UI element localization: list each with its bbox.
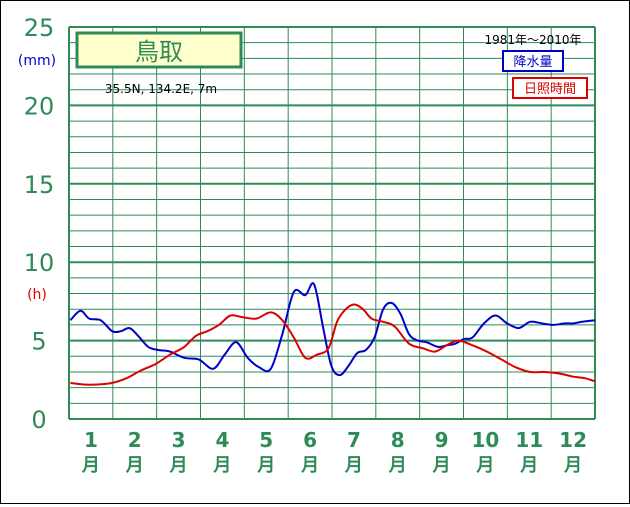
month-suffix-label: 月: [169, 455, 188, 476]
y-tick-label: 0: [31, 406, 46, 434]
month-number-label: 8: [391, 428, 405, 452]
month-number-label: 6: [303, 428, 317, 452]
station-box: [75, 31, 243, 69]
legend-sun: 日照時間: [524, 82, 576, 97]
grid: [68, 26, 596, 420]
month-suffix-label: 月: [519, 455, 538, 476]
month-number-label: 12: [559, 428, 587, 452]
sunshine-line: [70, 303, 596, 386]
month-suffix-label: 月: [475, 455, 494, 476]
month-suffix-label: 月: [300, 455, 319, 476]
y-tick-label: 10: [24, 249, 55, 277]
month-number-label: 10: [471, 428, 499, 452]
month-number-label: 1: [84, 428, 98, 452]
month-number-label: 11: [515, 428, 543, 452]
station-coords: 35.5N, 134.2E, 7m: [105, 82, 217, 96]
precipitation-line: [69, 282, 596, 377]
series-lines: [69, 282, 596, 386]
month-suffix-label: 月: [125, 455, 144, 476]
legend-precip-box: [502, 50, 564, 72]
month-suffix-label: 月: [432, 455, 451, 476]
month-suffix-label: 月: [256, 455, 275, 476]
month-number-label: 4: [215, 428, 229, 452]
month-suffix-label: 月: [563, 455, 582, 476]
y-tick-labels: 0 5 10 15 20 25: [24, 14, 55, 434]
y-tick-label: 25: [24, 14, 55, 42]
y-unit-sun: (h): [27, 287, 47, 303]
month-number-label: 3: [172, 428, 186, 452]
y-tick-label: 15: [24, 171, 55, 199]
month-suffix-label: 月: [81, 455, 100, 476]
y-tick-label: 5: [31, 328, 46, 356]
month-number-label: 5: [259, 428, 273, 452]
legend-precip: 降水量: [513, 55, 552, 70]
station-name: 鳥取: [135, 38, 183, 66]
month-suffix-label: 月: [388, 455, 407, 476]
month-number-label: 2: [128, 428, 142, 452]
y-tick-label: 20: [24, 92, 55, 120]
period-label: 1981年〜2010年: [484, 33, 581, 47]
month-number-label: 9: [435, 428, 449, 452]
month-suffix-label: 月: [212, 455, 231, 476]
y-unit-precip: (mm): [18, 53, 56, 69]
x-tick-labels: 1 月 2 月 3 月 4 月 5 月 6 月 7 月 8 月 9 月 10 月 11 月 12 月: [81, 428, 587, 476]
month-suffix-label: 月: [344, 455, 363, 476]
month-number-label: 7: [347, 428, 361, 452]
legend-sun-box: [512, 77, 588, 99]
